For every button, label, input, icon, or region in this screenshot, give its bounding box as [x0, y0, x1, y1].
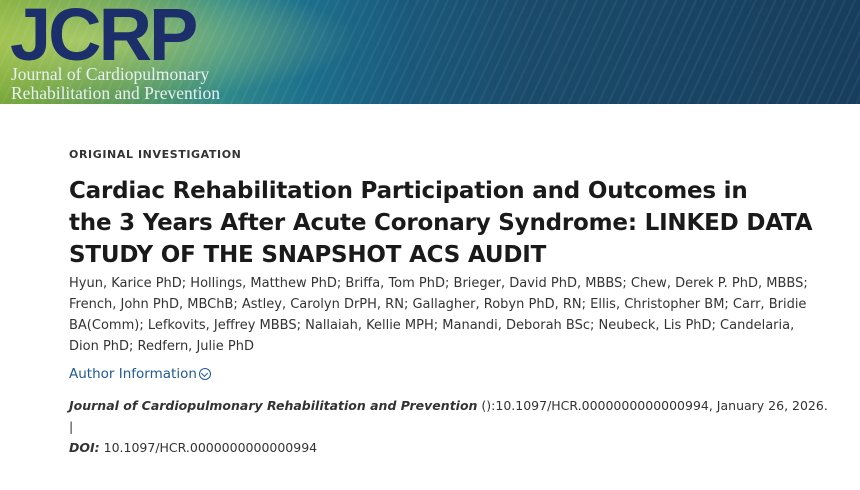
- authors-line4: Dion PhD; Redfern, Julie PhD: [69, 339, 254, 354]
- article-title: Cardiac Rehabilitation Participation and…: [69, 175, 829, 271]
- authors-line3: BA(Comm); Lefkovits, Jeffrey MBBS; Nalla…: [69, 318, 795, 333]
- author-information-toggle[interactable]: Author Information: [69, 366, 211, 382]
- journal-name-line2: Rehabilitation and Prevention: [11, 83, 220, 103]
- article-header: ORIGINAL INVESTIGATION Cardiac Rehabilit…: [69, 148, 829, 458]
- article-type: ORIGINAL INVESTIGATION: [69, 148, 242, 161]
- citation: Journal of Cardiopulmonary Rehabilitatio…: [69, 395, 829, 458]
- citation-details: ():10.1097/HCR.0000000000000994, January…: [69, 398, 828, 434]
- chevron-down-icon: [198, 368, 211, 380]
- article-title-line3: STUDY OF THE SNAPSHOT ACS AUDIT: [69, 242, 547, 268]
- doi-label: DOI:: [69, 440, 100, 455]
- author-list: Hyun, Karice PhD; Hollings, Matthew PhD;…: [69, 273, 829, 357]
- journal-name-line1: Journal of Cardiopulmonary: [11, 64, 210, 84]
- journal-banner[interactable]: JCRP Journal of Cardiopulmonary Rehabili…: [0, 0, 860, 104]
- citation-journal: Journal of Cardiopulmonary Rehabilitatio…: [69, 398, 478, 413]
- journal-logo[interactable]: JCRP: [10, 0, 198, 76]
- authors-line1: Hyun, Karice PhD; Hollings, Matthew PhD;…: [69, 276, 808, 291]
- article-title-line1: Cardiac Rehabilitation Participation and…: [69, 178, 748, 204]
- authors-line2: French, John PhD, MBChB; Astley, Carolyn…: [69, 297, 807, 312]
- doi-value[interactable]: 10.1097/HCR.0000000000000994: [99, 440, 318, 455]
- author-information-label: Author Information: [69, 366, 197, 382]
- article-title-line2: the 3 Years After Acute Coronary Syndrom…: [69, 210, 813, 236]
